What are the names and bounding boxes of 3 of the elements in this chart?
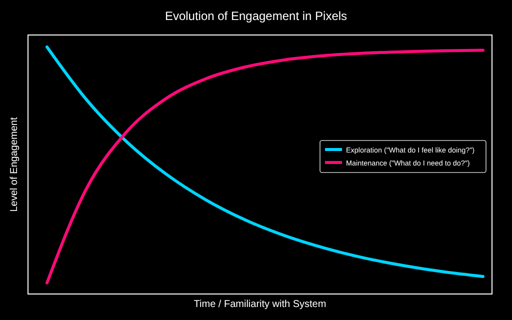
chart-title: Evolution of Engagement in Pixels xyxy=(164,9,348,23)
y-axis-title: Level of Engagement xyxy=(9,117,20,212)
x-axis-title: Time / Familiarity with System xyxy=(194,299,326,310)
